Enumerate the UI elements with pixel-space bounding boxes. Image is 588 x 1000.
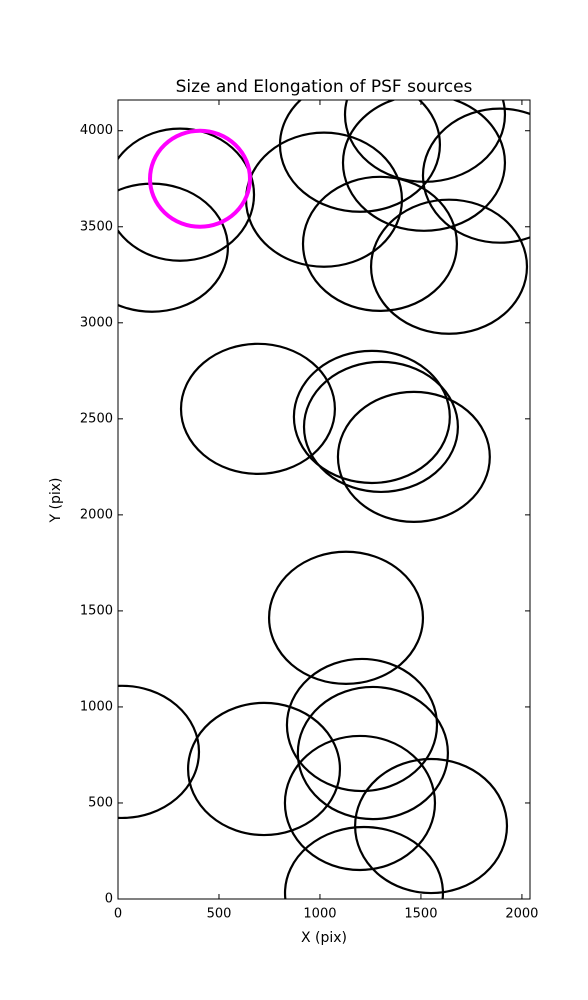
- psf-ellipse: [267, 550, 425, 685]
- psf-ellipse: [301, 175, 458, 312]
- psf-ellipse: [302, 360, 460, 494]
- psf-ellipse: [285, 657, 439, 793]
- y-axis-label: Y (pix): [48, 478, 64, 524]
- psf-ellipse: [179, 342, 337, 475]
- psf-ellipse: [148, 128, 252, 229]
- y-tick-label: 500: [88, 795, 113, 810]
- psf-ellipse: [283, 734, 437, 872]
- axes-frame: [117, 99, 531, 900]
- psf-ellipse: [343, 100, 507, 183]
- plot-area: [118, 100, 530, 899]
- x-tick-label: 500: [207, 907, 232, 922]
- chart-title: Size and Elongation of PSF sources: [176, 77, 473, 97]
- x-tick-label: 1500: [404, 907, 437, 922]
- psf-ellipse: [118, 127, 256, 262]
- psf-ellipse: [341, 100, 507, 232]
- psf-ellipse: [292, 349, 451, 485]
- y-tick-label: 2500: [80, 411, 113, 426]
- y-tick-label: 1500: [80, 603, 113, 618]
- x-axis-label: X (pix): [301, 930, 347, 946]
- psf-ellipse: [283, 825, 445, 899]
- psf-ellipse: [354, 757, 509, 895]
- x-tick-label: 2000: [505, 907, 538, 922]
- y-tick-label: 1000: [80, 699, 113, 714]
- y-tick-label: 2000: [80, 507, 113, 522]
- psf-ellipse: [244, 131, 404, 268]
- y-tick-label: 3500: [80, 219, 113, 234]
- y-tick-label: 3000: [80, 315, 113, 330]
- psf-ellipse: [118, 182, 229, 313]
- x-tick-label: 1000: [303, 907, 336, 922]
- psf-ellipse: [369, 198, 529, 335]
- psf-ellipse: [118, 684, 201, 820]
- psf-ellipse: [336, 390, 491, 523]
- x-tick-label: 0: [114, 907, 122, 922]
- y-tick-label: 4000: [80, 123, 113, 138]
- y-tick-label: 0: [105, 892, 113, 907]
- psf-ellipse: [278, 100, 442, 213]
- psf-ellipse: [186, 701, 342, 837]
- psf-ellipse: [421, 107, 530, 244]
- psf-ellipse: [296, 685, 450, 821]
